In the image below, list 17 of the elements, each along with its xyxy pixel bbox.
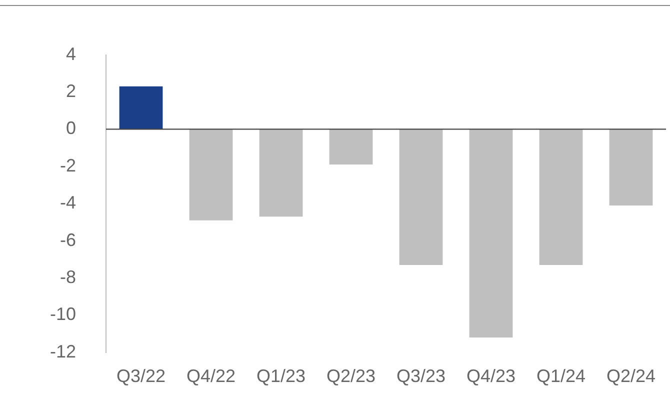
x-tick-label: Q3/22 (116, 366, 166, 386)
y-tick-label: -2 (60, 155, 76, 176)
x-tick-label: Q3/23 (396, 366, 446, 386)
y-tick-label: -6 (60, 230, 76, 250)
x-tick-label: Q1/23 (256, 366, 306, 386)
y-tick-label: -10 (50, 304, 76, 324)
x-tick-label: Q4/22 (186, 366, 236, 386)
x-tick-label: Q1/24 (536, 366, 586, 386)
y-tick-label: 4 (66, 44, 76, 64)
y-tick-label: -8 (60, 266, 76, 287)
x-tick-label: Q2/23 (326, 366, 376, 386)
x-tick-label: Q4/23 (466, 366, 516, 386)
y-tick-label: -12 (50, 341, 76, 362)
y-tick-label: 0 (66, 118, 76, 138)
y-tick-label: 2 (66, 80, 76, 101)
y-tick-label: -4 (60, 192, 76, 213)
x-tick-label: Q2/24 (606, 366, 656, 386)
